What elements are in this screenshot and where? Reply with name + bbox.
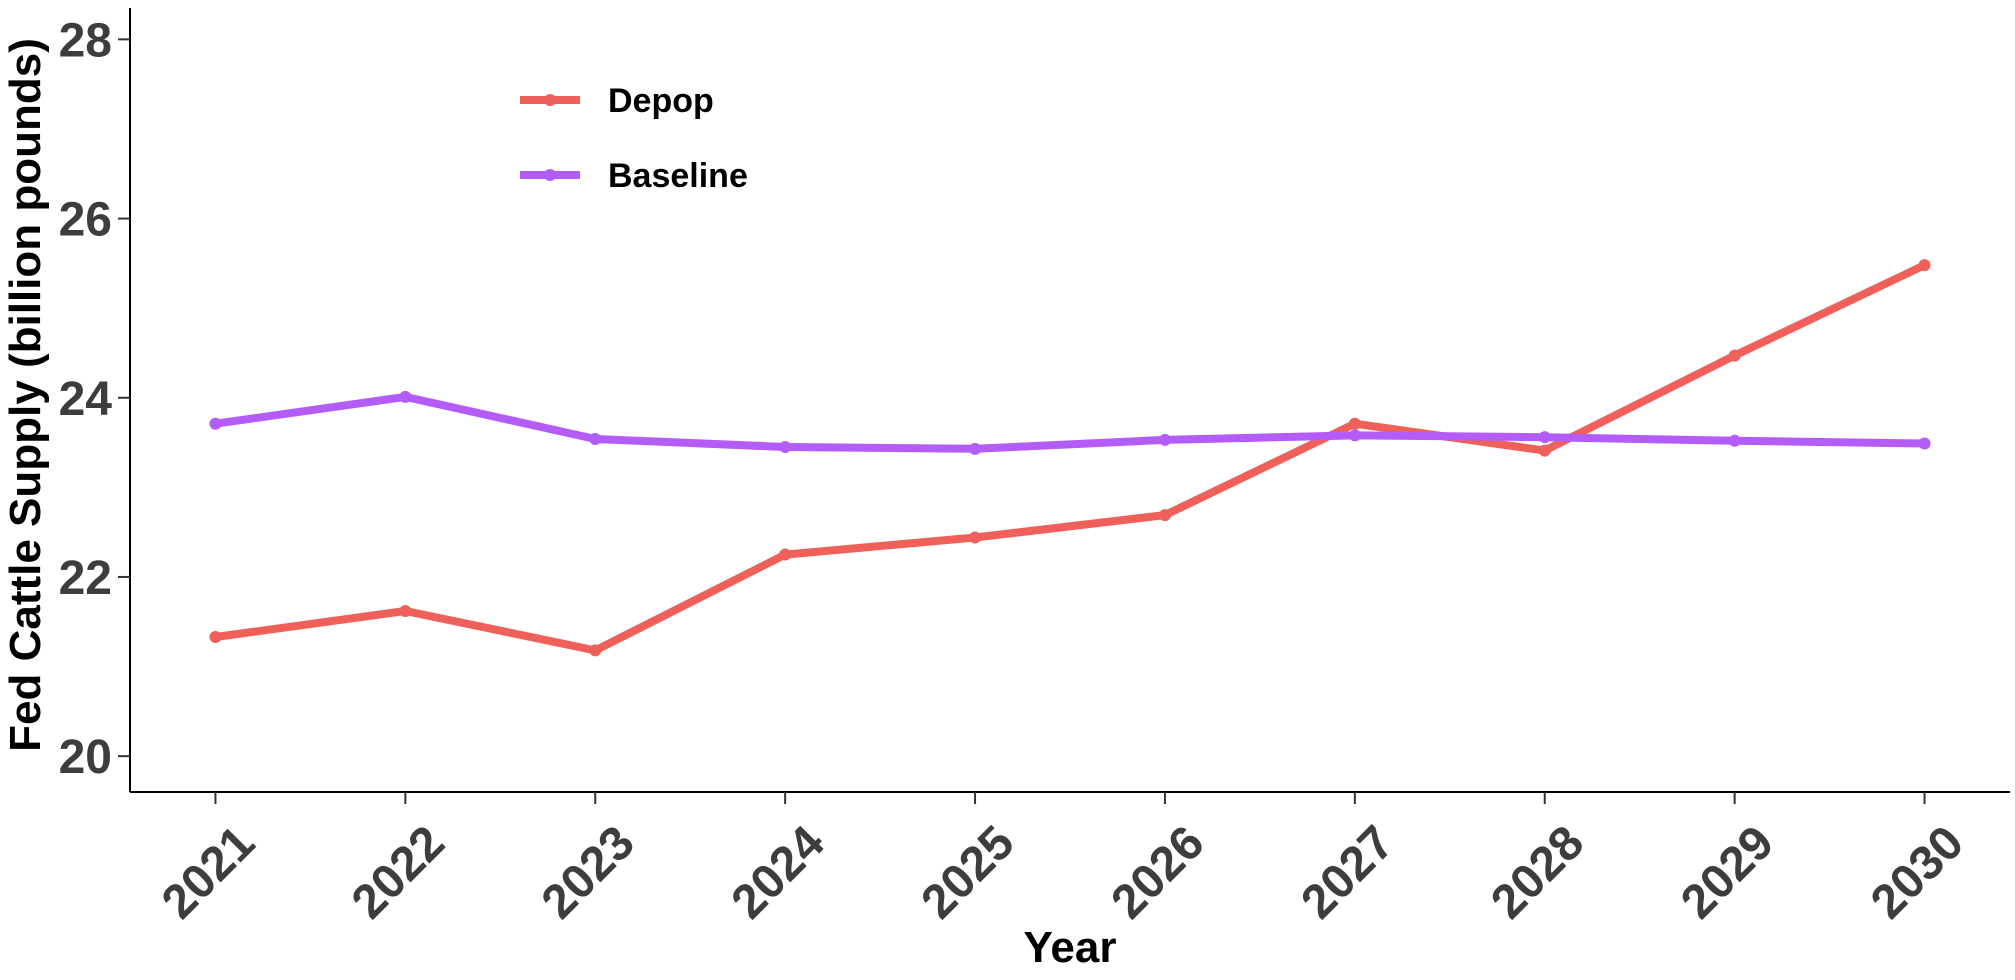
legend-item: Baseline [520, 157, 748, 195]
x-tick-label: 2028 [1481, 816, 1594, 929]
x-tick-label: 2029 [1671, 816, 1784, 929]
data-point [209, 630, 222, 643]
data-point [969, 531, 982, 544]
series-layer [209, 259, 1931, 657]
x-tick-label: 2026 [1102, 816, 1215, 929]
data-point [1728, 434, 1741, 447]
series-depop [209, 259, 1931, 657]
x-tick-label: 2021 [152, 816, 265, 929]
series-baseline [209, 390, 1931, 455]
y-tick-label: 24 [59, 373, 113, 426]
legend-item: Depop [520, 82, 714, 120]
x-tick-label: 2025 [912, 816, 1025, 929]
x-tick-label: 2027 [1291, 816, 1404, 929]
legend-label: Depop [608, 82, 714, 120]
data-point [1348, 429, 1361, 442]
data-point [1538, 431, 1551, 444]
data-point [779, 548, 792, 561]
y-tick-label: 26 [59, 194, 112, 247]
data-point [1348, 417, 1361, 430]
data-point [399, 605, 412, 618]
legend: Depop Baseline [520, 82, 748, 195]
data-point [1918, 437, 1931, 450]
y-tick-label: 22 [59, 552, 112, 605]
data-point [1538, 444, 1551, 457]
y-tick-label: 20 [59, 731, 112, 784]
x-tick-label: 2023 [532, 816, 645, 929]
data-point [589, 432, 602, 445]
data-point [1158, 509, 1171, 522]
x-tick-label: 2022 [342, 816, 455, 929]
data-point [1158, 433, 1171, 446]
data-point [779, 441, 792, 454]
y-axis-title: Fed Cattle Supply (billion pounds) [1, 38, 50, 752]
x-axis-title: Year [1024, 923, 1117, 972]
legend-marker [544, 169, 556, 181]
data-point [589, 644, 602, 657]
series-line [211, 392, 1929, 453]
x-tick-label: 2024 [722, 816, 835, 929]
data-point [399, 390, 412, 403]
data-point [209, 417, 222, 430]
data-point [969, 442, 982, 455]
data-point [1728, 349, 1741, 362]
x-tick-label: 2030 [1861, 816, 1974, 929]
legend-label: Baseline [608, 157, 748, 195]
data-point [1918, 259, 1931, 272]
y-tick-label: 28 [59, 14, 112, 67]
series-line [211, 261, 1929, 655]
legend-marker [544, 94, 556, 106]
